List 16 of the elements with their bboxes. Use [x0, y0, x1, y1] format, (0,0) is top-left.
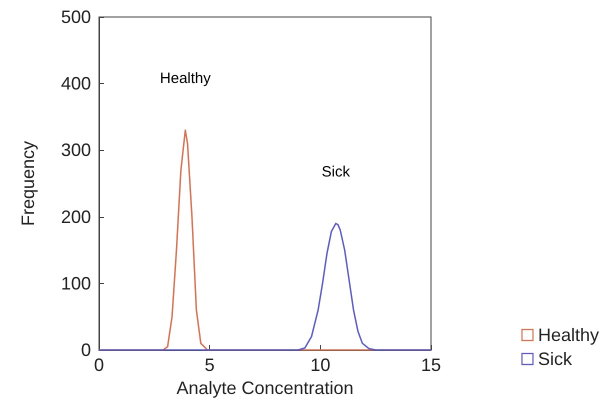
legend-label: Sick — [538, 349, 573, 369]
annotation: Healthy — [160, 70, 212, 88]
y-axis-title: Frequency — [18, 140, 38, 226]
x-tick-label: 15 — [420, 355, 442, 375]
annotation: Sick — [322, 163, 350, 180]
y-tick-label: 300 — [60, 140, 91, 160]
x-axis-title: Analyte Concentration — [176, 378, 354, 398]
y-tick-label: 200 — [60, 206, 91, 227]
y-tick-label: 400 — [60, 74, 91, 94]
x-tick-label: 0 — [94, 355, 104, 375]
x-tick-label: 5 — [204, 355, 215, 375]
y-tick-label: 0 — [80, 340, 91, 360]
x-tick-label: 10 — [310, 355, 330, 375]
legend-label: Healthy — [538, 325, 599, 345]
y-tick-label: 500 — [60, 7, 91, 27]
y-tick-label: 100 — [60, 273, 91, 294]
